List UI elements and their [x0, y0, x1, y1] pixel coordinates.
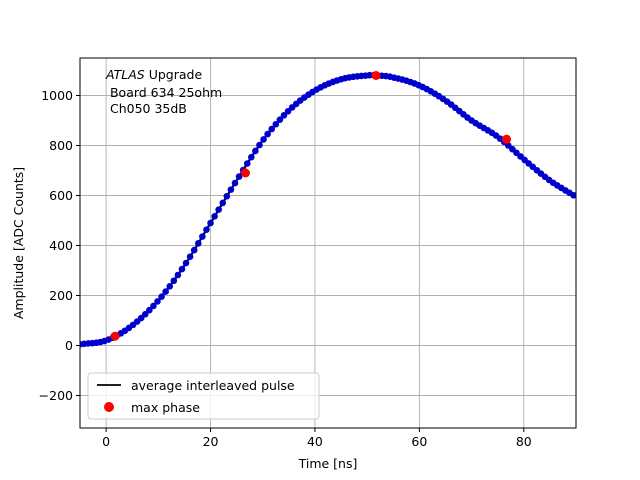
max-phase-point: [110, 331, 120, 341]
sample-point: [280, 112, 288, 119]
sample-point: [174, 271, 182, 279]
x-tick-label: 0: [102, 434, 110, 449]
y-tick-label: 800: [49, 138, 73, 153]
sample-point: [170, 277, 178, 285]
ticks: 0 20 40 60 80 −200 0 200 400 600 800 1000: [39, 88, 532, 449]
x-axis-label: Time [ns]: [298, 456, 358, 471]
sample-point: [141, 310, 149, 318]
sample-point: [215, 206, 222, 213]
sample-point: [182, 259, 190, 267]
legend-label-max-phase: max phase: [131, 400, 200, 415]
sample-point: [178, 265, 186, 273]
legend-label-average: average interleaved pulse: [131, 378, 295, 393]
sample-point: [203, 226, 210, 234]
max-phase-point: [241, 168, 251, 178]
sample-point: [231, 179, 239, 187]
x-tick-label: 40: [307, 434, 323, 449]
sample-point: [256, 141, 263, 149]
sample-point: [276, 116, 284, 123]
sample-point: [227, 186, 235, 193]
annotation-line1: ATLAS Upgrade: [105, 67, 202, 82]
sample-point: [272, 120, 280, 128]
sample-point: [186, 253, 194, 260]
y-tick-label: 600: [49, 188, 73, 203]
sample-point: [570, 191, 576, 199]
sample-point: [223, 192, 231, 200]
max-phase-point: [502, 134, 512, 144]
sample-point: [268, 125, 276, 133]
y-tick-label: 0: [65, 338, 73, 353]
y-tick-label: 400: [49, 238, 73, 253]
annotation-upgrade: Upgrade: [145, 67, 203, 82]
sample-point: [248, 153, 255, 161]
sample-point: [150, 302, 157, 310]
plot-area: [80, 71, 576, 348]
sample-point: [252, 147, 259, 155]
sample-point: [207, 219, 214, 227]
sample-point: [264, 130, 271, 138]
annotation-line2: Board 634 25ohm: [106, 85, 222, 100]
x-tick-label: 80: [516, 434, 532, 449]
sample-point: [235, 173, 243, 180]
sample-point: [199, 233, 206, 240]
legend: average interleaved pulse max phase: [87, 372, 320, 420]
y-tick-label: 1000: [41, 88, 73, 103]
sample-point: [211, 213, 218, 220]
sample-point: [190, 246, 198, 254]
max-phase-point: [371, 71, 381, 80]
sample-point: [166, 282, 174, 290]
sample-point: [243, 160, 251, 167]
legend-box: [87, 372, 320, 420]
sample-point: [194, 240, 202, 247]
y-axis-label: Amplitude [ADC Counts]: [11, 167, 26, 319]
x-tick-label: 20: [203, 434, 219, 449]
annotation-atlas: ATLAS: [105, 67, 145, 82]
sample-point: [158, 293, 165, 300]
annotation-line3: Ch050 35dB: [106, 101, 187, 116]
sample-point: [219, 199, 227, 207]
y-tick-label: −200: [39, 388, 73, 403]
plot-frame: [79, 57, 577, 429]
annotation: ATLAS Upgrade Board 634 25ohm Ch050 35dB: [105, 67, 222, 116]
sample-point: [146, 306, 153, 314]
sample-point: [154, 298, 161, 305]
legend-marker-max-phase: [104, 402, 114, 412]
x-tick-label: 60: [411, 434, 427, 449]
sample-point: [162, 288, 169, 295]
y-tick-label: 200: [49, 288, 73, 303]
sample-point: [260, 136, 267, 143]
